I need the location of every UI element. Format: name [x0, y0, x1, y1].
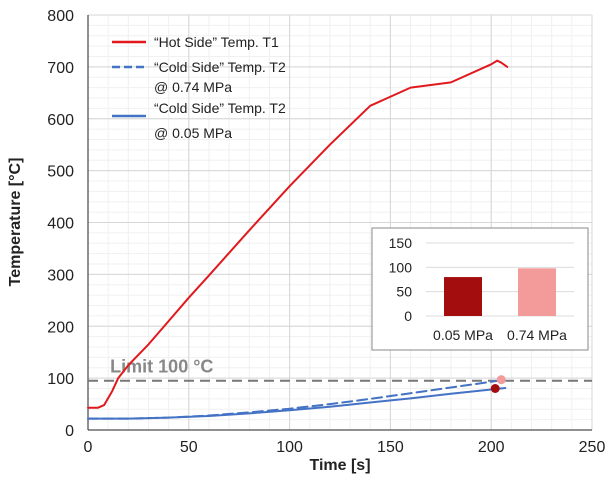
inset-y-tick-label: 0 [404, 308, 412, 324]
limit-line-group: Limit 100 °C [88, 357, 592, 382]
inset-bar-chart: 0 50 100 150 0.05 MPa 0.74 MPa [371, 227, 589, 351]
y-tick-label: 700 [47, 60, 74, 77]
y-tick-label: 400 [47, 216, 74, 233]
inset-y-tick-label: 100 [389, 259, 413, 275]
inset-category-label: 0.74 MPa [507, 327, 567, 343]
series-group [87, 59, 509, 420]
legend-label-t1: “Hot Side” Temp. T1 [154, 34, 279, 50]
inset-bars [444, 268, 556, 316]
series-line-1 [87, 379, 503, 420]
series-line-2 [87, 387, 507, 420]
x-tick-label: 200 [478, 439, 505, 456]
inset-category-labels: 0.05 MPa 0.74 MPa [433, 327, 567, 343]
legend-label-t2-005: “Cold Side” Temp. T2 [154, 100, 286, 116]
x-tick-labels: 0 50 100 150 200 250 [84, 439, 606, 456]
x-tick-label: 100 [276, 439, 303, 456]
legend-label-t2-074: “Cold Side” Temp. T2 [154, 59, 286, 75]
end-marker-1 [496, 375, 506, 385]
series-line-0 [87, 59, 509, 409]
x-axis-title: Time [s] [309, 457, 370, 474]
end-marker-0 [490, 384, 500, 393]
x-tick-label: 0 [84, 439, 93, 456]
inset-y-tick-label: 150 [389, 235, 413, 251]
inset-bar-0 [444, 277, 482, 316]
y-tick-label: 300 [47, 267, 74, 284]
x-tick-label: 250 [579, 439, 606, 456]
y-tick-labels: 0 100 200 300 400 500 600 700 800 [47, 8, 74, 440]
legend: “Hot Side” Temp. T1 “Cold Side” Temp. T2… [112, 34, 286, 141]
limit-label: Limit 100 °C [110, 357, 213, 377]
y-tick-label: 600 [47, 112, 74, 129]
x-tick-label: 150 [377, 439, 404, 456]
y-tick-label: 500 [47, 164, 74, 181]
inset-bar-1 [518, 268, 556, 316]
y-tick-label: 800 [47, 8, 74, 25]
legend-label-t2-005-pressure: @ 0.05 MPa [154, 125, 232, 141]
inset-category-label: 0.05 MPa [433, 327, 493, 343]
inset-y-tick-labels: 0 50 100 150 [389, 235, 413, 324]
x-tick-label: 50 [180, 439, 198, 456]
legend-label-t2-074-pressure: @ 0.74 MPa [154, 79, 232, 95]
y-axis-title: Temperature [°C] [7, 158, 24, 287]
inset-y-tick-label: 50 [396, 284, 412, 300]
y-tick-label: 100 [47, 371, 74, 388]
markers-group [490, 375, 506, 393]
y-tick-label: 200 [47, 319, 74, 336]
y-tick-label: 0 [65, 423, 74, 440]
